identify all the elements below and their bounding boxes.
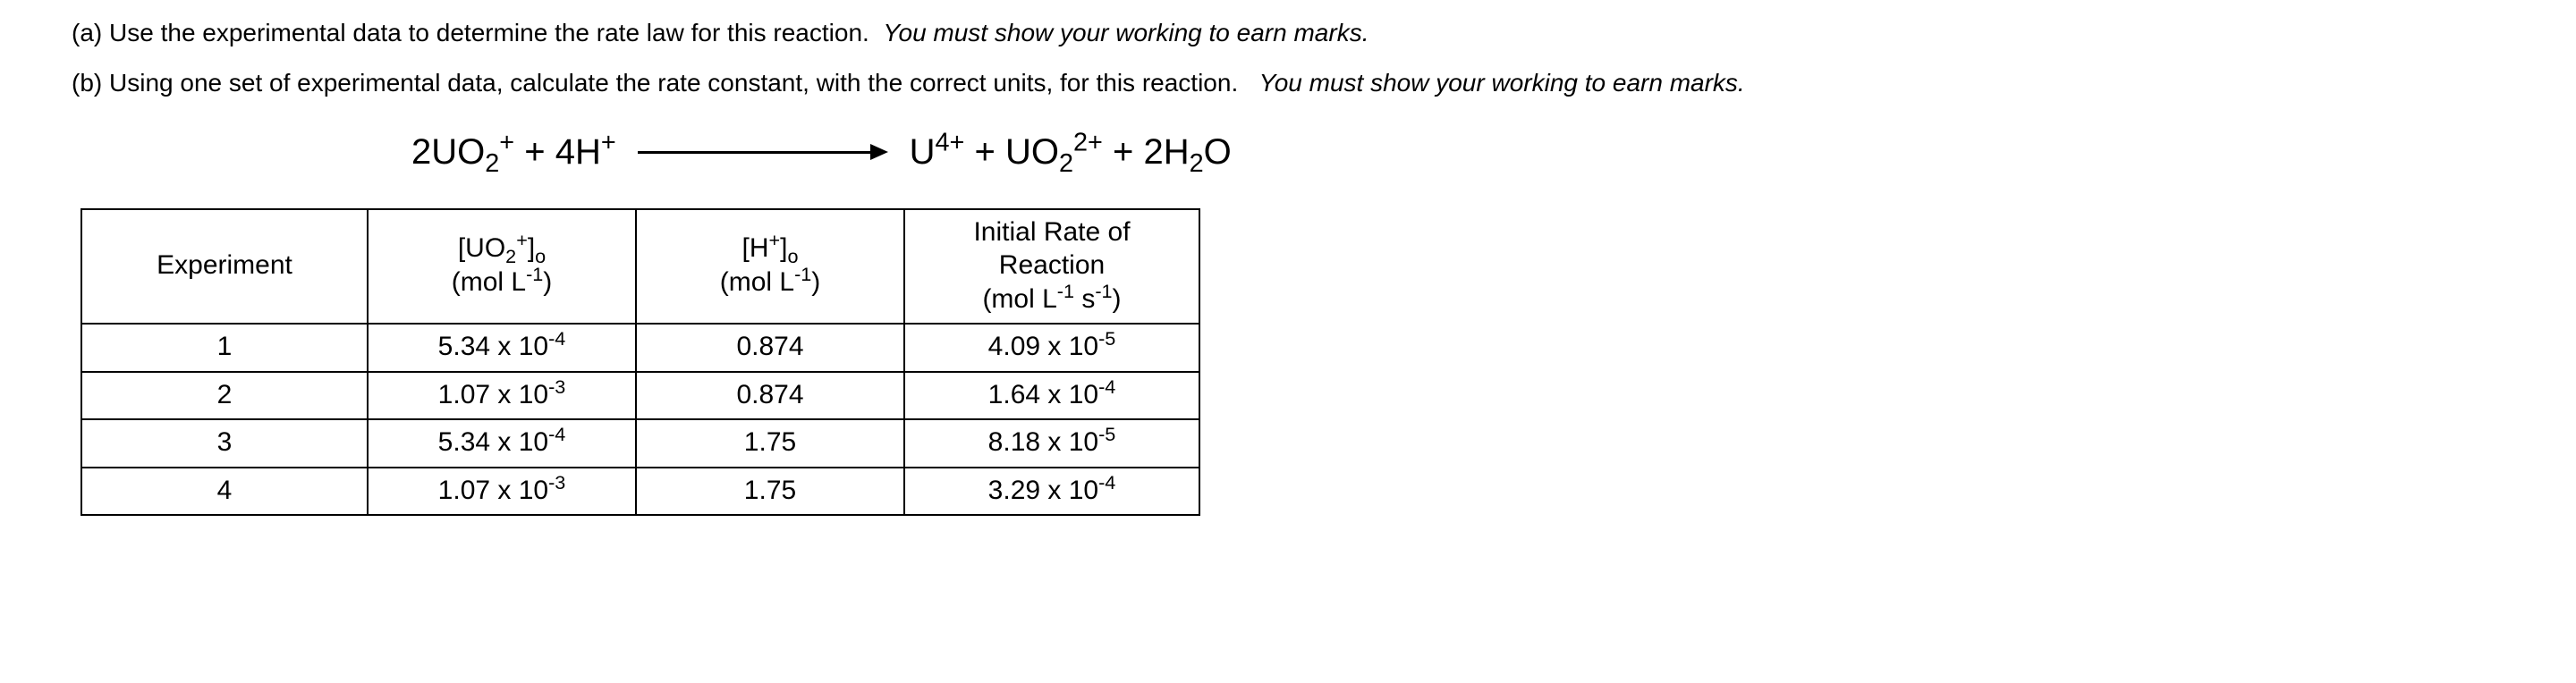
cell-exp: 4 — [81, 468, 368, 516]
cell-rate: 4.09 x 10-5 — [904, 324, 1199, 372]
species: H — [1164, 132, 1190, 172]
table-row: 3 5.34 x 10-4 1.75 8.18 x 10-5 — [81, 419, 1199, 468]
sub: 2 — [505, 245, 516, 267]
cell-h: 0.874 — [636, 324, 904, 372]
header-h: [H+]o (mol L-1) — [636, 209, 904, 325]
exponent: -4 — [1098, 471, 1115, 493]
species: H — [575, 132, 601, 172]
equation-lhs: 2UO2+ + 4H+ — [411, 132, 616, 173]
cell-h: 1.75 — [636, 419, 904, 468]
exponent: -4 — [548, 327, 565, 350]
header-rate: Initial Rate of Reaction (mol L-1 s-1) — [904, 209, 1199, 325]
mantissa: 1.07 x 10 — [438, 476, 548, 505]
text: (mol L — [720, 267, 794, 297]
plus: + — [964, 132, 1005, 172]
header-uo2: [UO2+]o (mol L-1) — [368, 209, 636, 325]
text: H — [750, 233, 769, 263]
species: O — [1204, 132, 1232, 172]
question-a-text: Use the experimental data to determine t… — [109, 19, 869, 46]
text: ) — [543, 267, 552, 297]
data-table: Experiment [UO2+]o (mol L-1) [H+]o (mol … — [80, 208, 1200, 517]
mantissa: 1.07 x 10 — [438, 380, 548, 409]
exponent: -5 — [1098, 327, 1115, 350]
cell-uo2: 1.07 x 10-3 — [368, 468, 636, 516]
cell-exp: 2 — [81, 372, 368, 420]
sub: 2 — [1190, 149, 1204, 178]
cell-rate: 3.29 x 10-4 — [904, 468, 1199, 516]
question-b-text: Using one set of experimental data, calc… — [109, 69, 1238, 97]
species: UO — [1005, 132, 1059, 172]
coef: 2 — [1143, 132, 1163, 172]
arrow-line — [638, 151, 870, 154]
cell-rate: 1.64 x 10-4 — [904, 372, 1199, 420]
question-b: (b) Using one set of experimental data, … — [72, 66, 2504, 100]
text: ] — [528, 233, 535, 263]
sub: 2 — [485, 149, 499, 178]
cell-uo2: 5.34 x 10-4 — [368, 419, 636, 468]
mantissa: 3.29 x 10 — [988, 476, 1098, 505]
mantissa: 4.09 x 10 — [988, 332, 1098, 361]
table-row: 1 5.34 x 10-4 0.874 4.09 x 10-5 — [81, 324, 1199, 372]
text: Reaction — [999, 250, 1105, 280]
question-b-note: You must show your working to earn marks… — [1259, 69, 1745, 97]
text: s — [1074, 284, 1095, 314]
mantissa: 8.18 x 10 — [988, 427, 1098, 457]
sup: -1 — [1057, 280, 1074, 302]
cell-exp: 1 — [81, 324, 368, 372]
sub: 2 — [1059, 149, 1073, 178]
coef: 4 — [555, 132, 575, 172]
question-a: (a) Use the experimental data to determi… — [72, 16, 2504, 50]
exponent: -4 — [548, 423, 565, 445]
mantissa: 5.34 x 10 — [438, 332, 548, 361]
sup: -1 — [1095, 280, 1112, 302]
sup: 2+ — [1073, 128, 1103, 156]
arrow-head-icon — [870, 144, 888, 160]
text: UO — [465, 233, 505, 263]
table-row: 4 1.07 x 10-3 1.75 3.29 x 10-4 — [81, 468, 1199, 516]
text: [ — [742, 233, 750, 263]
text: (mol L — [982, 284, 1056, 314]
sup: -1 — [526, 263, 543, 285]
equation-rhs: U4+ + UO22+ + 2H2O — [910, 132, 1232, 173]
table-row: 2 1.07 x 10-3 0.874 1.64 x 10-4 — [81, 372, 1199, 420]
question-a-note: You must show your working to earn marks… — [883, 19, 1368, 46]
coef: 2 — [411, 132, 431, 172]
sup: -1 — [794, 263, 811, 285]
question-b-label: (b) — [72, 69, 102, 97]
text: [ — [458, 233, 465, 263]
sup: + — [516, 229, 528, 251]
text: (mol L — [452, 267, 526, 297]
sup: + — [601, 128, 616, 156]
cell-uo2: 5.34 x 10-4 — [368, 324, 636, 372]
question-a-label: (a) — [72, 19, 102, 46]
mantissa: 1.64 x 10 — [988, 380, 1098, 409]
text: ) — [1113, 284, 1122, 314]
species: UO — [431, 132, 485, 172]
mantissa: 5.34 x 10 — [438, 427, 548, 457]
cell-rate: 8.18 x 10-5 — [904, 419, 1199, 468]
exponent: -5 — [1098, 423, 1115, 445]
header-experiment: Experiment — [81, 209, 368, 325]
cell-uo2: 1.07 x 10-3 — [368, 372, 636, 420]
exponent: -3 — [548, 375, 565, 398]
cell-h: 1.75 — [636, 468, 904, 516]
reaction-arrow — [638, 144, 888, 160]
cell-h: 0.874 — [636, 372, 904, 420]
exponent: -3 — [548, 471, 565, 493]
reaction-equation: 2UO2+ + 4H+ U4+ + UO22+ + 2H2O — [411, 132, 2504, 173]
sup: 4+ — [936, 128, 965, 156]
plus: + — [514, 132, 555, 172]
sup: + — [499, 128, 514, 156]
species: U — [910, 132, 936, 172]
cell-exp: 3 — [81, 419, 368, 468]
text: Initial Rate of — [973, 217, 1130, 247]
text: ) — [811, 267, 820, 297]
plus: + — [1103, 132, 1144, 172]
table-header-row: Experiment [UO2+]o (mol L-1) [H+]o (mol … — [81, 209, 1199, 325]
sup: + — [769, 229, 781, 251]
exponent: -4 — [1098, 375, 1115, 398]
